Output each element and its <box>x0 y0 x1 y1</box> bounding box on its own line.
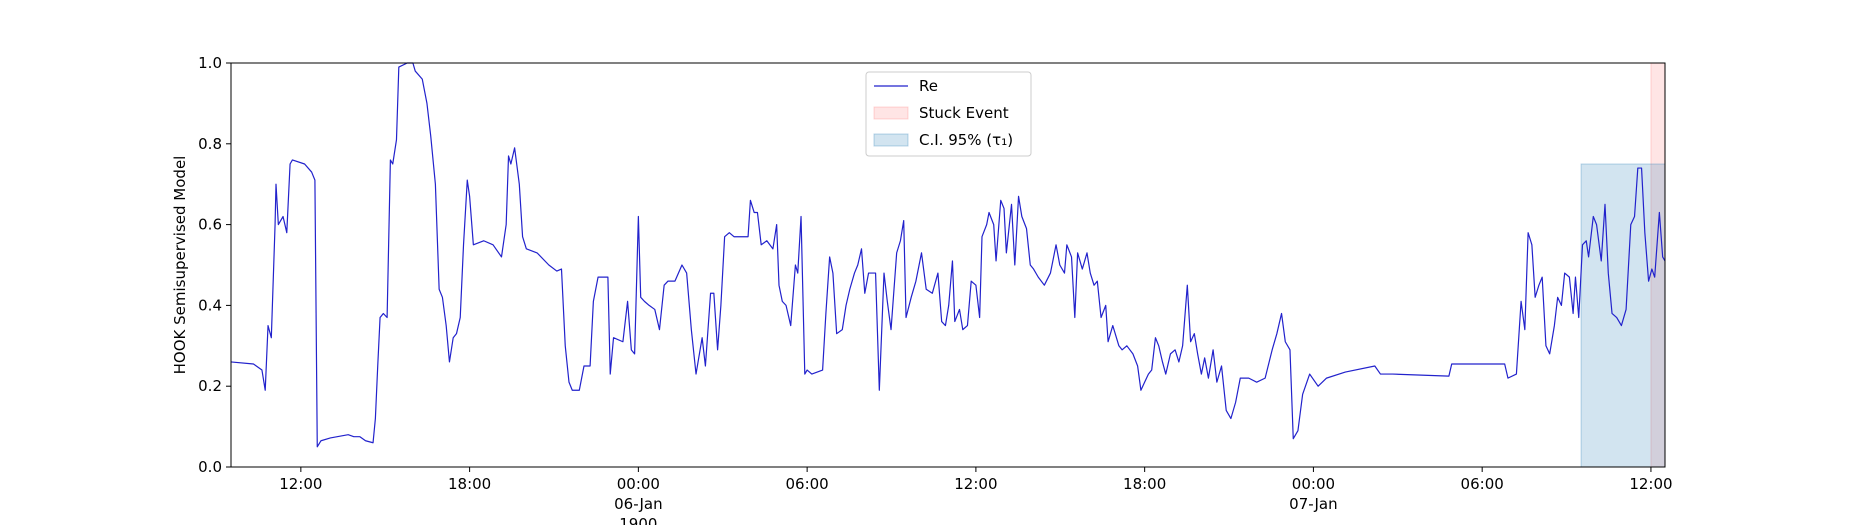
x-tick-label: 12:00 <box>279 475 322 493</box>
legend-label: Re <box>919 77 938 95</box>
y-tick-label: 0.8 <box>198 135 222 153</box>
x-tick-label: 12:00 <box>1629 475 1672 493</box>
legend-box <box>865 71 1032 157</box>
x-tick-label: 00:00 06-Jan 1900 <box>614 475 662 525</box>
legend-label: C.I. 95% (τ₁) <box>919 131 1013 149</box>
legend: Re Stuck Event C.I. 95% (τ₁) <box>865 71 1032 157</box>
plot-frame <box>230 62 1666 468</box>
x-tick-label: 06:00 <box>1461 475 1504 493</box>
x-tick-label: 06:00 <box>786 475 829 493</box>
y-axis-label: HOOK Semisupervised Model <box>171 156 189 375</box>
legend-patch <box>873 106 909 120</box>
y-tick-label: 1.0 <box>198 54 222 72</box>
y-tick-label: 0.4 <box>198 296 222 314</box>
y-tick-label: 0.6 <box>198 216 222 234</box>
legend-label: Stuck Event <box>919 104 1009 122</box>
y-tick-label: 0.0 <box>198 458 222 476</box>
line <box>230 62 1666 448</box>
x-tick-label: 12:00 <box>954 475 997 493</box>
y-tick-label: 0.2 <box>198 377 222 395</box>
x-tick-label: 18:00 <box>1123 475 1166 493</box>
x-tick-label: 00:00 07-Jan <box>1289 475 1337 513</box>
x-tick-label: 18:00 <box>448 475 491 493</box>
legend-patch <box>873 133 909 147</box>
span <box>1580 163 1666 468</box>
